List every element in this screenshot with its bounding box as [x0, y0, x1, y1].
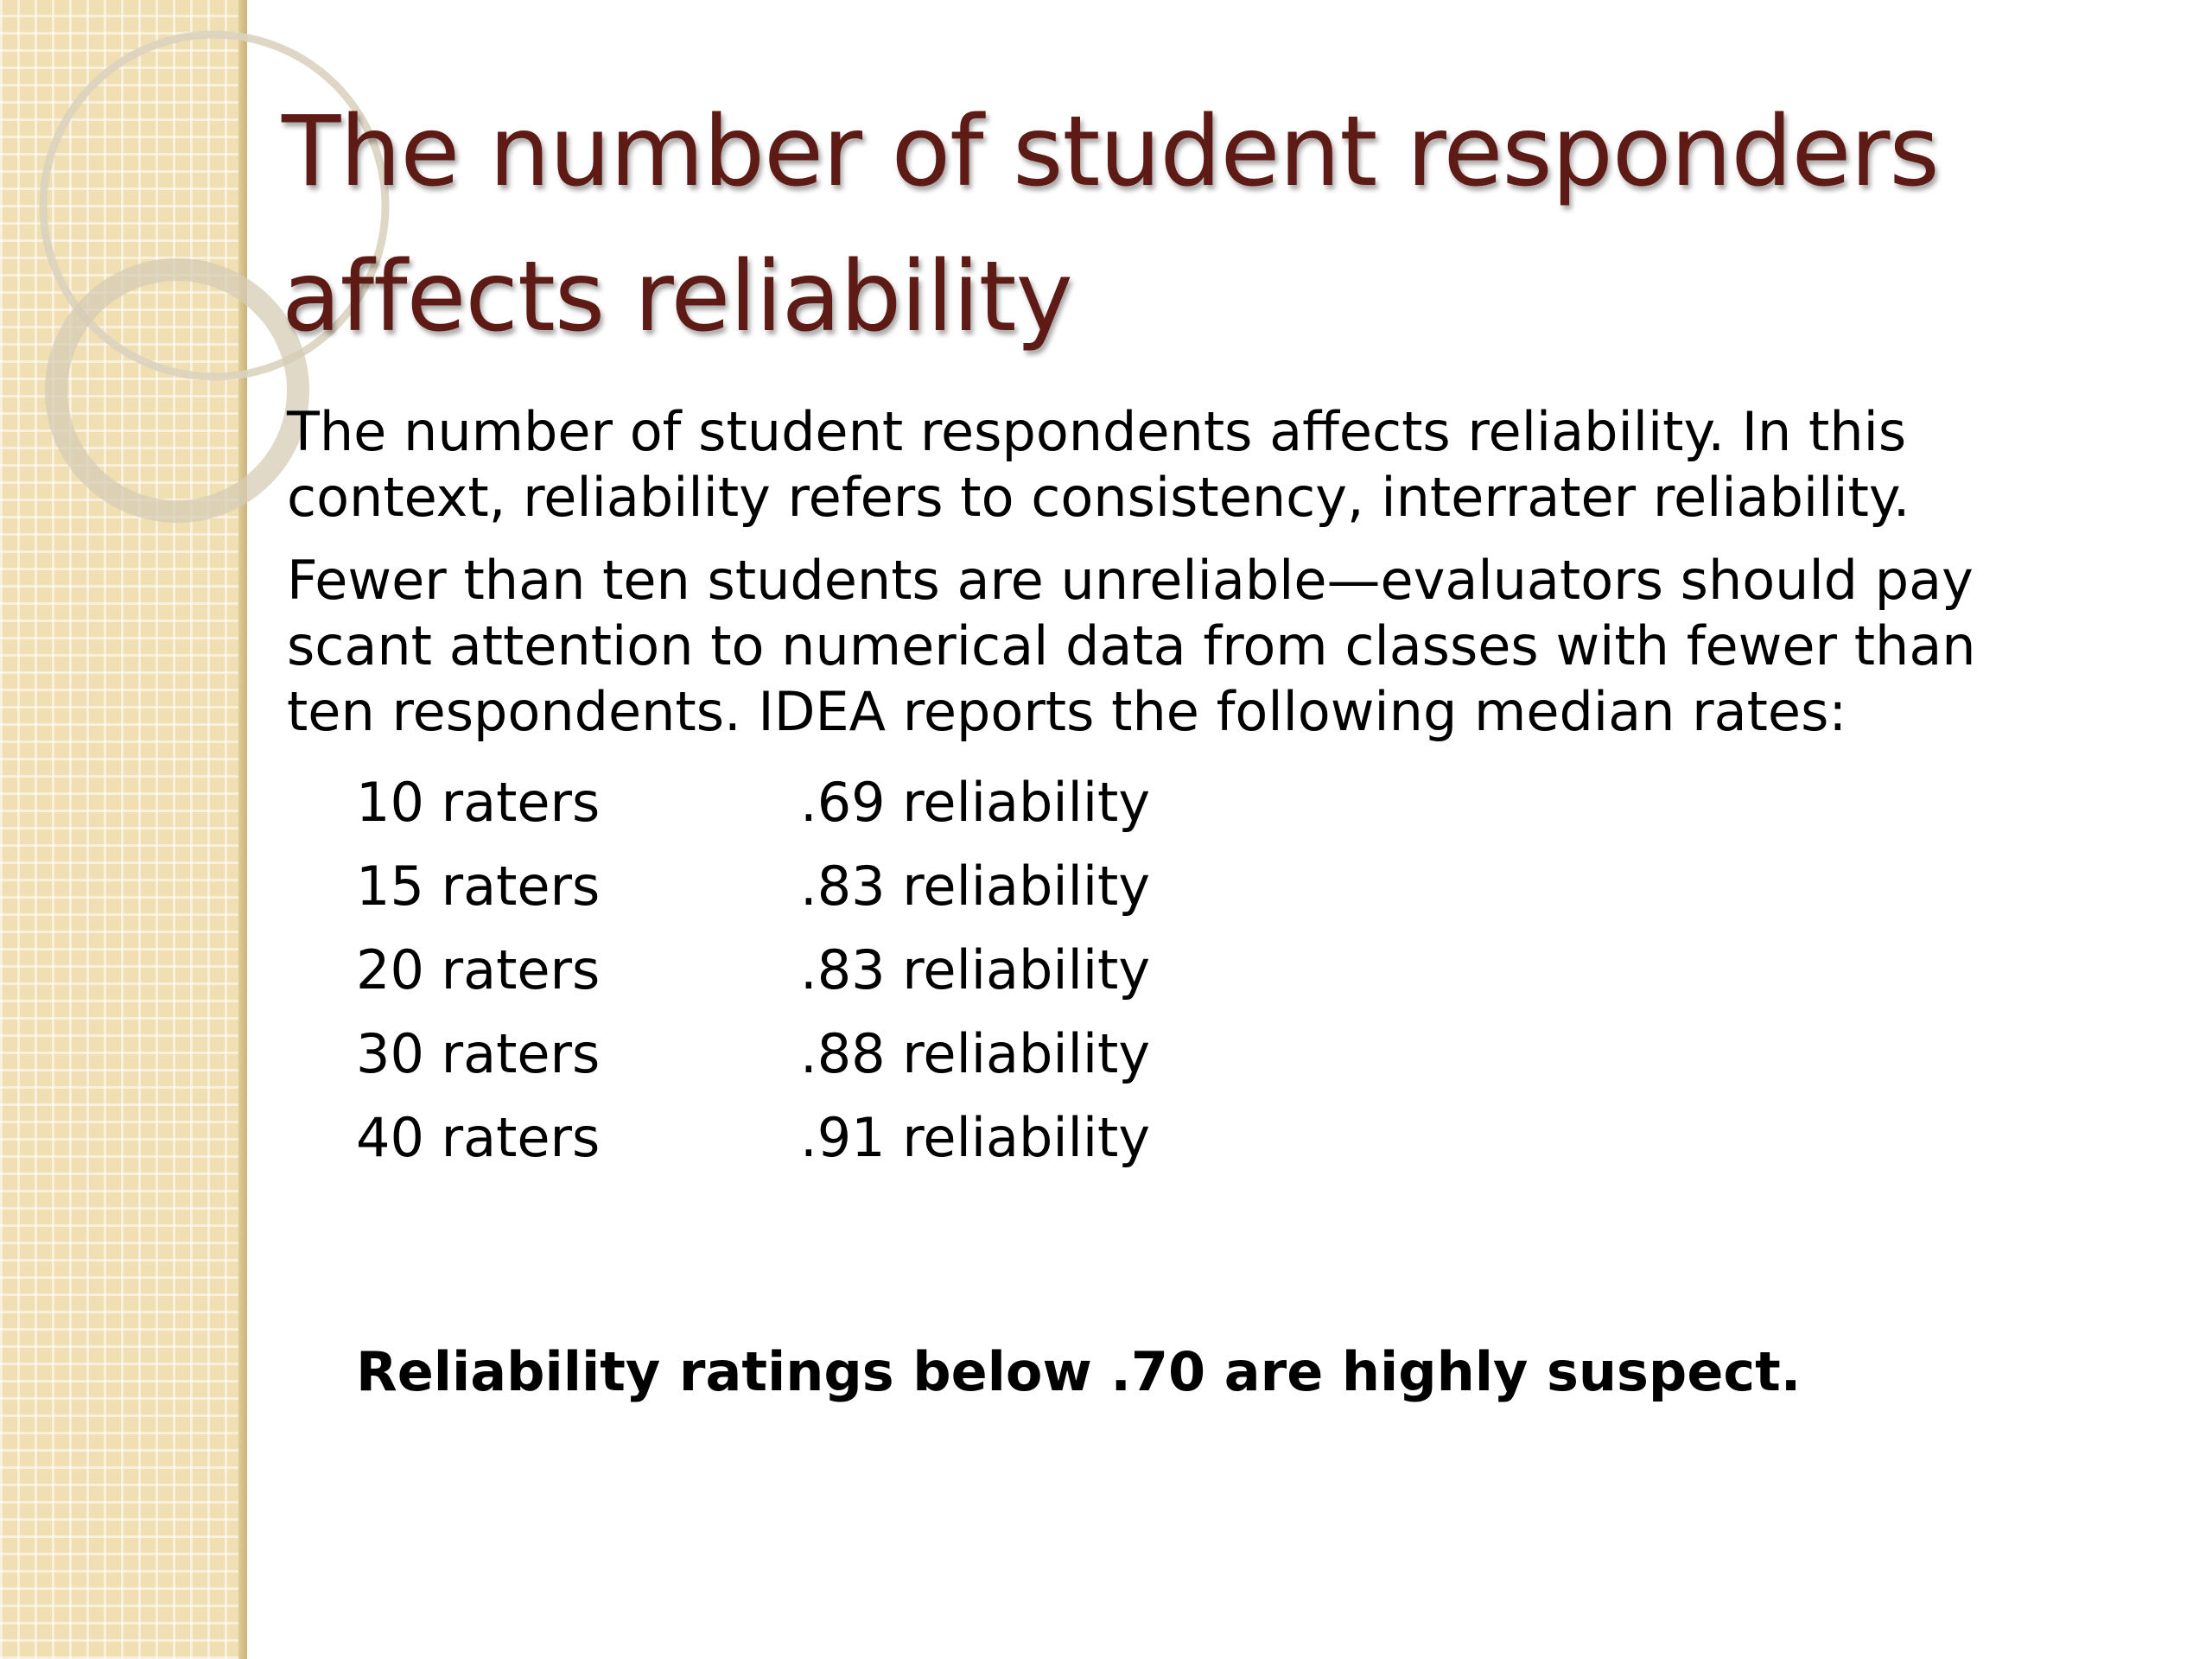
reliability-value: .91 reliability: [800, 1106, 1151, 1169]
raters-count: 10 raters: [356, 771, 601, 834]
reliability-value: .88 reliability: [800, 1022, 1151, 1085]
rates-row: 15 raters .83 reliability: [356, 844, 1150, 928]
rates-table: 10 raters .69 reliability 15 raters .83 …: [356, 760, 1150, 1179]
slide-title: The number of student responders affects…: [282, 96, 1940, 353]
paragraph-reliability-definition: The number of student respondents affect…: [287, 400, 1910, 529]
reliability-value: .83 reliability: [800, 855, 1151, 918]
side-band-edge: [238, 0, 247, 1659]
decorative-ring-large: [39, 30, 390, 381]
reliability-value: .83 reliability: [800, 938, 1151, 1001]
reliability-value: .69 reliability: [800, 771, 1151, 834]
rates-row: 10 raters .69 reliability: [356, 760, 1150, 844]
raters-count: 20 raters: [356, 938, 601, 1001]
raters-count: 15 raters: [356, 855, 601, 918]
paragraph-fewer-than-ten: Fewer than ten students are unreliable—e…: [287, 549, 1976, 743]
slide-body: The number of student respondents affect…: [287, 399, 2067, 1179]
rates-row: 20 raters .83 reliability: [356, 928, 1150, 1012]
rates-row: 40 raters .91 reliability: [356, 1096, 1150, 1179]
raters-count: 40 raters: [356, 1106, 601, 1169]
reliability-note: Reliability ratings below .70 are highly…: [356, 1340, 1802, 1403]
decorative-ring-small: [45, 258, 309, 523]
rates-row: 30 raters .88 reliability: [356, 1012, 1150, 1096]
raters-count: 30 raters: [356, 1022, 601, 1085]
decorative-rings: [39, 30, 390, 523]
